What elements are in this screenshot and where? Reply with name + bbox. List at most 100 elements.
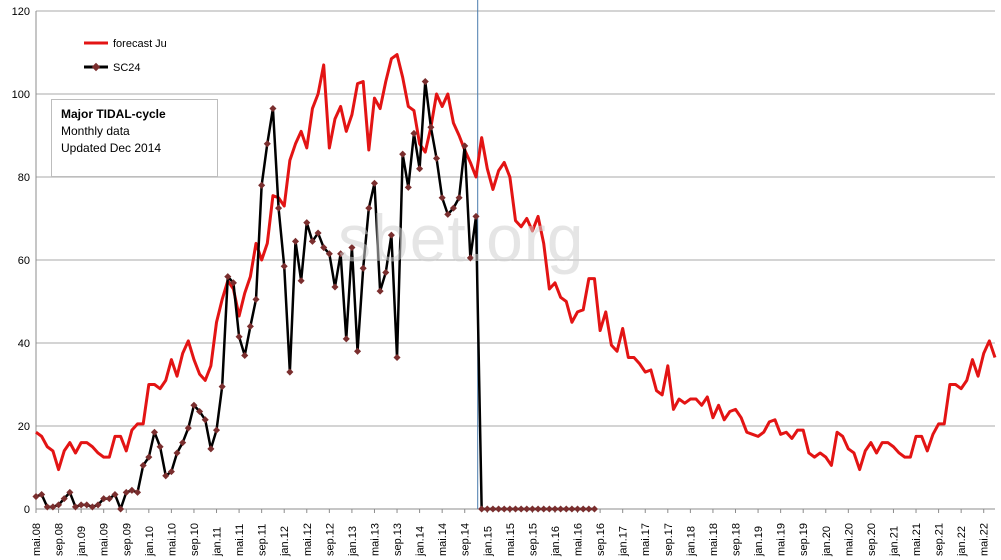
x-tick-label: jan.14 bbox=[415, 526, 427, 557]
sc24-point bbox=[342, 335, 350, 343]
x-tick-label: sep.19 bbox=[798, 523, 810, 556]
y-tick-label: 80 bbox=[18, 172, 30, 184]
x-tick-label: mai.17 bbox=[640, 523, 652, 556]
y-axis-ticks: 0 20 40 60 80 100 120 bbox=[12, 6, 30, 516]
watermark: sbet.org bbox=[338, 201, 585, 275]
sc24-point bbox=[229, 279, 237, 287]
sc24-point bbox=[224, 273, 232, 281]
legend-sc24-label: SC24 bbox=[113, 62, 141, 74]
sc24-point bbox=[263, 140, 271, 148]
x-tick-label: sep.20 bbox=[866, 523, 878, 556]
x-tick-label: jan.18 bbox=[685, 526, 697, 557]
sc24-point bbox=[325, 250, 333, 258]
gridlines bbox=[36, 10, 995, 510]
sc24-point bbox=[393, 353, 401, 362]
x-tick-label: sep.16 bbox=[595, 523, 607, 556]
x-tick-label: jan.10 bbox=[144, 526, 156, 557]
sc24-point bbox=[145, 453, 153, 461]
sc24-point bbox=[218, 383, 226, 391]
info-box-title: Major TIDAL-cycle bbox=[61, 107, 166, 121]
sc24-point bbox=[404, 183, 412, 191]
x-tick-label: mai.20 bbox=[843, 523, 855, 556]
x-axis-ticks: mai.08 sep.08 jan.09 mai.09 sep.09 jan.10 mai.… bbox=[31, 509, 991, 557]
x-tick-label: jan.19 bbox=[753, 526, 765, 557]
sc24-point bbox=[331, 283, 339, 291]
x-tick-label: sep.13 bbox=[392, 523, 404, 556]
sc24-point bbox=[275, 204, 283, 212]
sc24-point bbox=[427, 123, 435, 131]
x-tick-label: mai.10 bbox=[166, 523, 178, 556]
x-tick-label: sep.10 bbox=[189, 523, 201, 556]
sc24-point bbox=[258, 181, 266, 189]
sc24-point bbox=[432, 154, 441, 162]
x-tick-label: sep.18 bbox=[731, 523, 743, 556]
sc24-point bbox=[43, 503, 51, 511]
sc24-point bbox=[455, 194, 463, 202]
sc24-point bbox=[568, 505, 576, 513]
sc24-point bbox=[551, 505, 559, 513]
x-tick-label: jan.09 bbox=[76, 526, 88, 557]
sc24-point bbox=[201, 416, 209, 424]
sc24-point bbox=[252, 295, 260, 303]
x-tick-label: mai.11 bbox=[234, 524, 246, 556]
sc24-point bbox=[444, 210, 452, 218]
series-sc24 bbox=[32, 78, 599, 513]
sc24-point bbox=[241, 351, 249, 359]
sc24-point bbox=[399, 150, 407, 158]
sc24-point bbox=[461, 142, 469, 150]
sc24-point bbox=[308, 237, 316, 245]
y-tick-label: 60 bbox=[18, 255, 30, 267]
info-box-line2: Updated Dec 2014 bbox=[61, 141, 162, 155]
sc24-point bbox=[506, 505, 514, 513]
x-tick-label: mai.21 bbox=[911, 523, 923, 556]
sc24-point bbox=[303, 219, 311, 227]
sc24-point bbox=[500, 505, 508, 513]
sc24-point bbox=[71, 503, 80, 511]
y-tick-label: 40 bbox=[18, 338, 30, 350]
sc24-point bbox=[523, 505, 531, 513]
sc24-point bbox=[66, 488, 74, 496]
x-tick-label: jan.16 bbox=[550, 526, 562, 557]
forecast-line bbox=[35, 53, 997, 472]
sc24-point bbox=[83, 501, 91, 509]
sc24-point bbox=[105, 495, 113, 503]
x-tick-label: jan.13 bbox=[347, 526, 359, 557]
sc24-point bbox=[557, 505, 565, 513]
x-tick-label: sep.21 bbox=[934, 523, 946, 556]
sc24-point bbox=[489, 505, 497, 513]
sc24-point bbox=[38, 490, 46, 499]
sc24-point bbox=[207, 445, 215, 453]
sc24-point bbox=[94, 501, 102, 509]
series-forecast bbox=[35, 53, 997, 472]
y-tick-label: 0 bbox=[24, 504, 30, 516]
sc24-point bbox=[128, 486, 136, 494]
sc24-point bbox=[337, 250, 345, 258]
sc24-point bbox=[111, 490, 119, 499]
y-tick-label: 20 bbox=[18, 421, 30, 433]
sc24-point bbox=[320, 244, 328, 252]
sc24-point bbox=[49, 503, 57, 511]
x-tick-label: mai.22 bbox=[979, 523, 991, 556]
sc24-point bbox=[517, 505, 525, 513]
x-tick-label: mai.19 bbox=[776, 523, 788, 556]
y-tick-label: 120 bbox=[12, 6, 30, 18]
sc24-point bbox=[179, 439, 187, 447]
sc24-point bbox=[421, 78, 429, 86]
x-tick-label: mai.13 bbox=[369, 523, 381, 556]
sc24-point bbox=[585, 505, 593, 513]
sc24-point bbox=[579, 505, 587, 513]
sc24-point bbox=[190, 401, 198, 409]
sc24-point bbox=[297, 277, 305, 285]
sc24-point bbox=[167, 468, 175, 476]
x-tick-label: jan.11 bbox=[212, 527, 224, 557]
x-tick-label: sep.17 bbox=[663, 523, 675, 556]
legend-forecast-label: forecast Ju bbox=[113, 38, 167, 50]
x-tick-label: mai.12 bbox=[302, 523, 314, 556]
sc24-point bbox=[387, 231, 395, 239]
sc24-point bbox=[32, 493, 40, 501]
sc24-point bbox=[590, 505, 599, 513]
sc24-point bbox=[291, 237, 300, 245]
sc24-point bbox=[88, 503, 96, 511]
sc24-point bbox=[478, 505, 486, 513]
x-tick-label: sep.14 bbox=[460, 523, 472, 556]
